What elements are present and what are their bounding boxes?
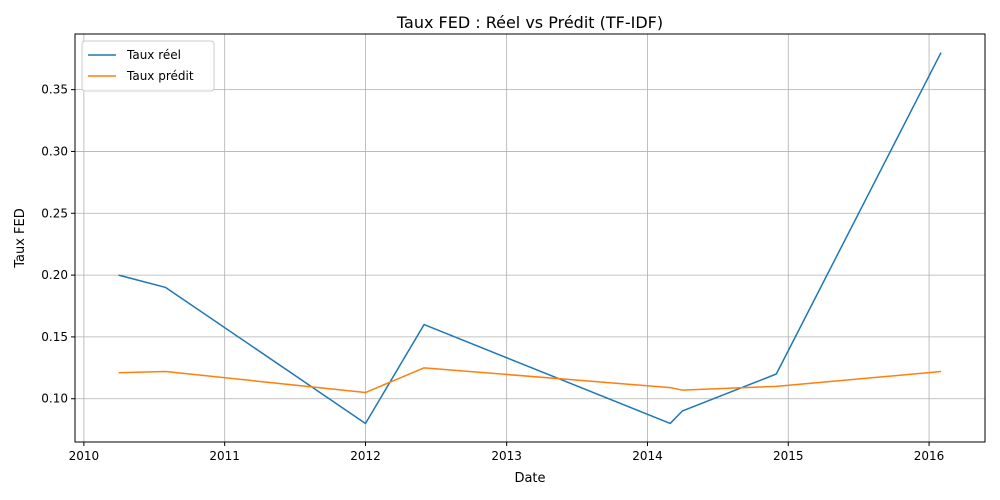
y-tick-label: 0.20 [41,268,68,282]
x-tick-label: 2011 [209,449,240,463]
y-tick-label: 0.25 [41,206,68,220]
y-axis: 0.10 0.15 0.20 0.25 0.30 0.35 [41,83,75,406]
data-point-taux-reel [681,410,683,412]
data-point-taux-predit [681,389,683,391]
data-point-taux-reel [423,323,425,325]
data-point-taux-predit [940,370,942,372]
x-tick-label: 2014 [632,449,663,463]
data-point-taux-predit [423,367,425,369]
legend: Taux réel Taux prédit [81,40,215,92]
legend-label: Taux prédit [126,69,194,83]
data-point-taux-reel [775,373,777,375]
x-tick-label: 2013 [491,449,522,463]
data-point-taux-reel [164,286,166,288]
data-point-taux-predit [164,370,166,372]
y-tick-label: 0.35 [41,83,68,97]
x-axis-label: Date [514,471,545,486]
data-point-taux-reel [117,274,119,276]
data-point-taux-reel [940,51,942,53]
x-tick-label: 2012 [350,449,381,463]
data-point-taux-predit [117,372,119,374]
y-tick-label: 0.15 [41,330,68,344]
series-line-taux-reel [118,52,942,425]
series-group [117,51,942,425]
data-point-taux-predit [775,385,777,387]
y-tick-label: 0.10 [41,392,68,406]
data-point-taux-predit [669,386,671,388]
data-point-taux-reel [364,422,366,424]
chart-title: Taux FED : Réel vs Prédit (TF-IDF) [396,13,663,32]
series-line-taux-predit [118,367,942,394]
x-tick-label: 2010 [69,449,100,463]
y-axis-label: Taux FED [13,208,28,269]
x-tick-label: 2015 [773,449,804,463]
legend-label: Taux réel [126,48,181,62]
y-tick-label: 0.30 [41,144,68,158]
legend-box [81,40,215,92]
x-axis: 2010 2011 2012 2013 2014 2015 2016 [69,442,945,463]
plot-frame [74,33,986,443]
data-point-taux-predit [364,391,366,393]
grid [75,34,985,442]
x-tick-label: 2016 [914,449,945,463]
data-point-taux-reel [669,422,671,424]
